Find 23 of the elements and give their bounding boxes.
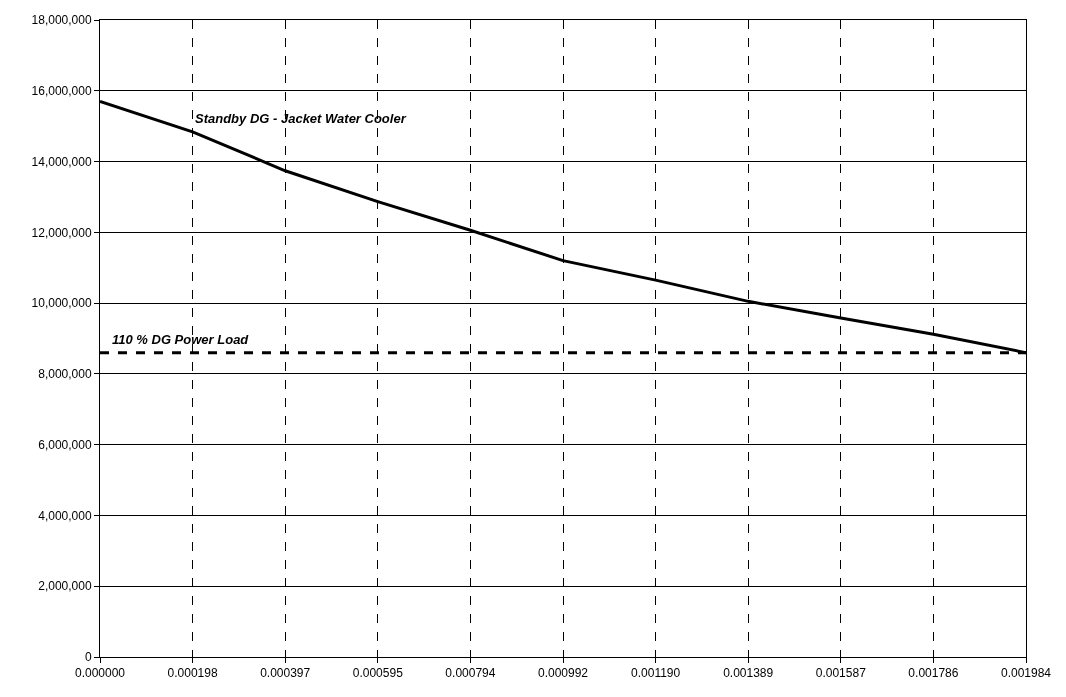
y-tick-label: 4,000,000 (38, 508, 92, 523)
series-label: Standby DG - Jacket Water Cooler (195, 111, 407, 126)
y-tick-label: 14,000,000 (31, 154, 92, 169)
y-tick-label: 16,000,000 (31, 83, 92, 98)
x-tick-label: 0.001984 (1000, 666, 1052, 681)
x-tick-label: 0.000992 (537, 666, 589, 681)
ref-line-label: 110 % DG Power Load (112, 332, 250, 347)
y-tick-label: 6,000,000 (38, 437, 92, 452)
y-tick-label: 8,000,000 (38, 367, 92, 382)
y-tick-label: 12,000,000 (31, 225, 92, 240)
x-tick-label: 0.000595 (352, 666, 404, 681)
x-tick-label: 0.001587 (815, 666, 867, 681)
x-tick-label: 0.000000 (74, 666, 126, 681)
x-tick-label: 0.001190 (631, 666, 681, 681)
x-tick-label: 0.000794 (445, 666, 496, 681)
y-tick-label: 0 (84, 650, 92, 665)
x-tick-label: 0.000397 (260, 666, 311, 681)
y-tick-label: 10,000,000 (31, 296, 92, 311)
x-tick-label: 0.001389 (723, 666, 774, 681)
y-tick-label: 18,000,000 (31, 13, 92, 28)
y-tick-label: 2,000,000 (38, 579, 92, 594)
x-tick-label: 0.001786 (908, 666, 959, 681)
x-tick-label: 0.000198 (167, 666, 218, 681)
